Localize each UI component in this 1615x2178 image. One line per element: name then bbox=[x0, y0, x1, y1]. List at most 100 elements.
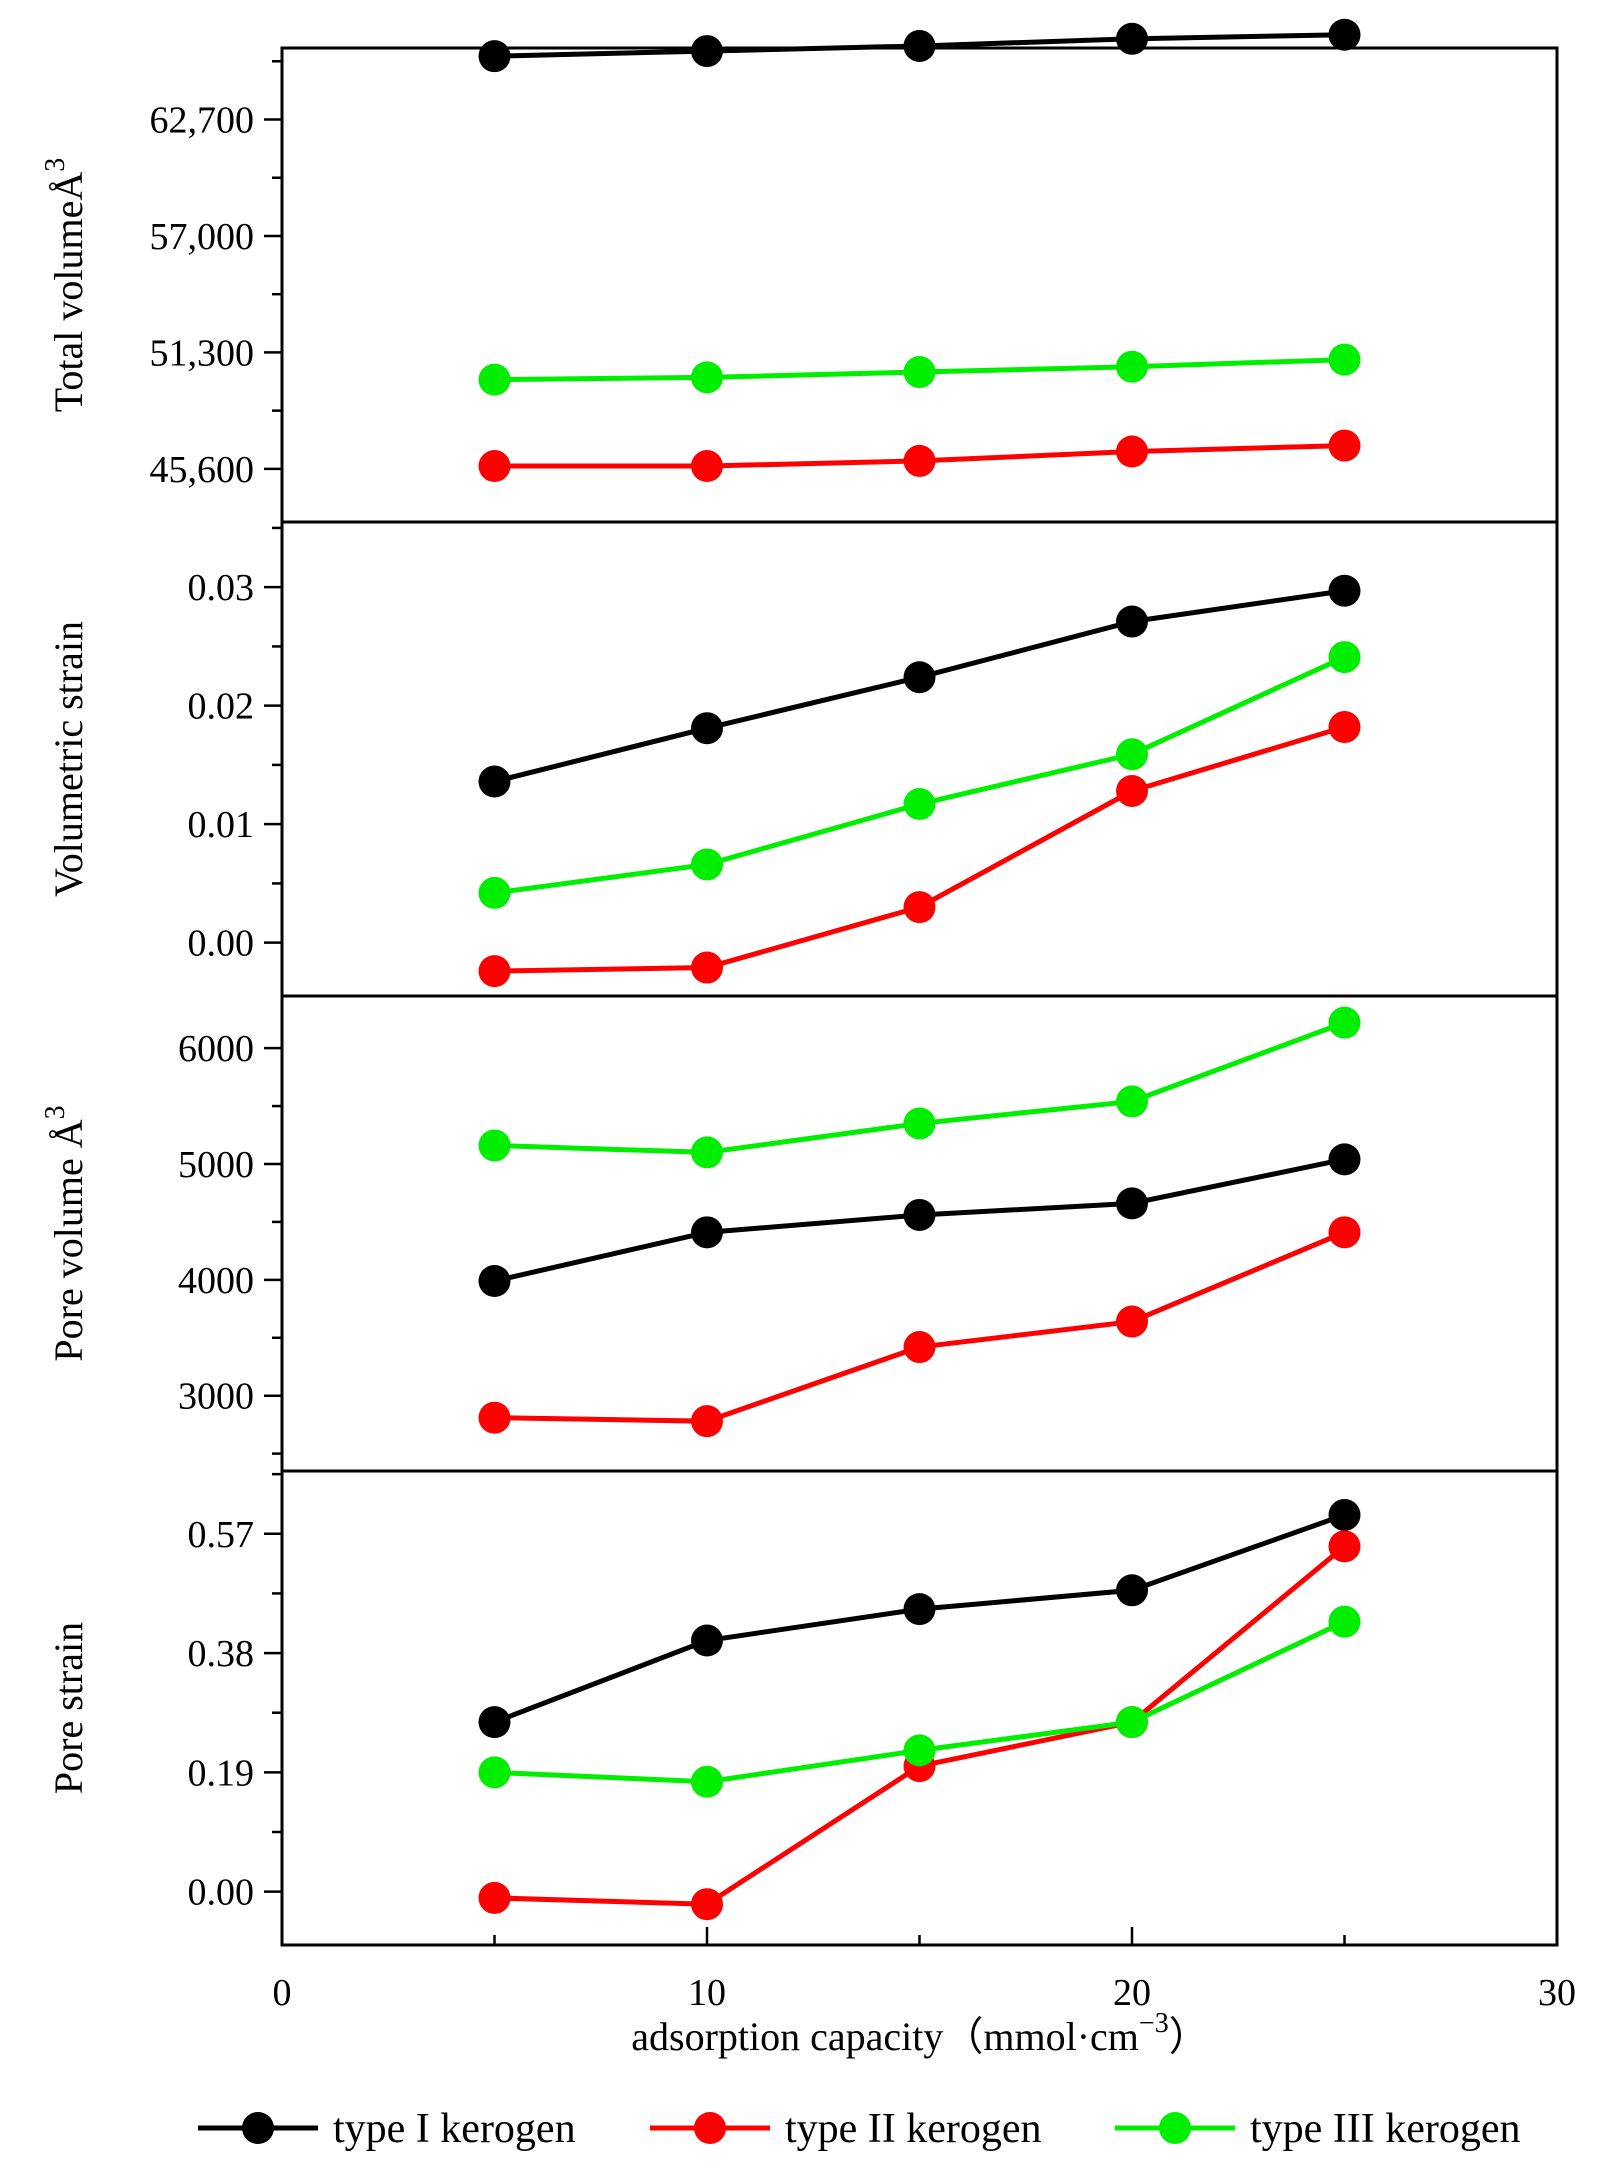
data-point bbox=[903, 1107, 936, 1140]
y-axis-title-text: Pore strain bbox=[46, 1622, 91, 1794]
series-line bbox=[494, 724, 1346, 974]
panel-pore-volume: 6000 5000 4000 3000 Pore volume Å3 bbox=[40, 994, 1559, 1473]
y-axis-unit: Å bbox=[46, 172, 91, 201]
series-line bbox=[494, 1230, 1346, 1424]
data-point bbox=[903, 1734, 936, 1767]
series-type-ii-kerogen bbox=[478, 1216, 1361, 1438]
legend-item-type-ii-kerogen: type II kerogen bbox=[650, 2106, 1042, 2152]
y-axis-unit: Å bbox=[46, 1119, 91, 1148]
y-axis-title-text: Total volume bbox=[46, 201, 91, 413]
y-tick-label: 0.03 bbox=[188, 567, 255, 609]
data-point bbox=[1328, 1605, 1361, 1638]
data-point bbox=[903, 788, 936, 821]
series-type-i-kerogen bbox=[478, 574, 1361, 798]
series-type-iii-kerogen bbox=[478, 1605, 1361, 1798]
data-point bbox=[1116, 350, 1148, 383]
data-point bbox=[691, 1405, 723, 1438]
y-axis-title: Total volumeÅ3 bbox=[40, 158, 91, 413]
legend-marker bbox=[1159, 2112, 1191, 2144]
data-point bbox=[691, 951, 723, 984]
data-point bbox=[1116, 1187, 1148, 1220]
data-point bbox=[478, 40, 511, 73]
y-tick-label: 0.00 bbox=[188, 1872, 255, 1914]
y-axis-title-text: Pore volume bbox=[46, 1158, 91, 1361]
data-point bbox=[903, 1331, 936, 1364]
panel-volumetric-strain: 0.03 0.02 0.01 0.00 Volumetric strain bbox=[46, 520, 1559, 998]
legend-item-type-iii-kerogen: type III kerogen bbox=[1115, 2106, 1521, 2152]
panel-total-volume: 62,700 57,000 51,300 45,600 Total volumeÅ3 bbox=[40, 18, 1559, 524]
x-axis-title: adsorption capacity（mmol·cm−3） bbox=[631, 2008, 1208, 2059]
data-point bbox=[478, 450, 511, 483]
series-type-ii-kerogen bbox=[478, 1530, 1361, 1921]
data-point bbox=[1116, 435, 1148, 468]
data-point bbox=[691, 450, 723, 483]
x-tick-label: 10 bbox=[688, 1972, 726, 2014]
data-point bbox=[903, 1593, 936, 1626]
y-tick-label: 0.02 bbox=[188, 686, 255, 728]
data-point bbox=[478, 1881, 511, 1914]
x-axis-title-close: ） bbox=[1169, 2014, 1209, 2059]
y-tick-label: 6000 bbox=[178, 1028, 254, 1070]
legend-label: type I kerogen bbox=[333, 2106, 576, 2152]
data-point bbox=[903, 891, 936, 924]
x-axis-title-exponent: −3 bbox=[1139, 2008, 1169, 2039]
x-axis-title-text: adsorption capacity（mmol·cm bbox=[631, 2014, 1139, 2059]
y-tick-label: 0.57 bbox=[188, 1514, 255, 1556]
y-axis-title: Pore strain bbox=[46, 1622, 91, 1794]
data-point bbox=[691, 1136, 723, 1169]
data-point bbox=[1328, 711, 1361, 744]
legend-label: type II kerogen bbox=[785, 2106, 1042, 2152]
data-point bbox=[1116, 774, 1148, 807]
data-point bbox=[478, 765, 511, 798]
legend-label: type III kerogen bbox=[1250, 2106, 1521, 2152]
data-point bbox=[1328, 574, 1361, 607]
data-point bbox=[1116, 1305, 1148, 1338]
y-tick-label: 0.38 bbox=[188, 1633, 255, 1675]
y-tick-label: 3000 bbox=[178, 1376, 254, 1418]
panel-pore-strain: 0.57 0.38 0.19 0.00 Pore strain bbox=[46, 1469, 1559, 1947]
panel-frame bbox=[280, 1469, 1559, 1947]
data-point bbox=[1116, 738, 1148, 771]
data-point bbox=[478, 1756, 511, 1789]
y-tick-label: 0.00 bbox=[188, 923, 255, 965]
data-point bbox=[478, 1401, 511, 1434]
y-axis-title: Volumetric strain bbox=[46, 621, 91, 897]
series-type-ii-kerogen bbox=[478, 711, 1361, 988]
data-point bbox=[1328, 429, 1361, 462]
data-point bbox=[1328, 343, 1361, 376]
data-point bbox=[691, 1216, 723, 1249]
data-point bbox=[1328, 1498, 1361, 1531]
x-tick-label: 30 bbox=[1538, 1972, 1576, 2014]
series-type-iii-kerogen bbox=[478, 343, 1361, 396]
data-point bbox=[478, 1129, 511, 1162]
y-tick-label: 0.01 bbox=[188, 804, 255, 846]
data-point bbox=[691, 712, 723, 745]
series-type-iii-kerogen bbox=[478, 641, 1361, 909]
data-point bbox=[1116, 22, 1148, 55]
y-tick-label: 57,000 bbox=[150, 216, 255, 258]
data-point bbox=[1328, 1216, 1361, 1249]
x-tick-label: 0 bbox=[273, 1972, 292, 2014]
data-point bbox=[691, 1888, 723, 1921]
y-axis-title: Pore volume Å3 bbox=[40, 1105, 91, 1361]
data-point bbox=[1328, 18, 1361, 51]
data-point bbox=[903, 1198, 936, 1231]
data-point bbox=[1116, 1706, 1148, 1739]
y-axis-unit-exponent: 3 bbox=[40, 158, 71, 172]
series-type-iii-kerogen bbox=[478, 1006, 1361, 1169]
data-point bbox=[903, 661, 936, 694]
data-point bbox=[478, 363, 511, 396]
data-point bbox=[1328, 1143, 1361, 1176]
y-tick-label: 62,700 bbox=[150, 100, 255, 142]
y-tick-label: 45,600 bbox=[150, 449, 255, 491]
y-tick-label: 0.19 bbox=[188, 1752, 255, 1794]
panel-frame bbox=[280, 520, 1559, 998]
y-tick-label: 5000 bbox=[178, 1144, 254, 1186]
y-tick-label: 51,300 bbox=[150, 332, 255, 374]
data-point bbox=[1328, 1530, 1361, 1563]
legend: type I kerogen type II kerogen type III ke… bbox=[198, 2106, 1521, 2152]
data-point bbox=[691, 1765, 723, 1798]
data-point bbox=[478, 955, 511, 988]
data-point bbox=[1328, 641, 1361, 674]
